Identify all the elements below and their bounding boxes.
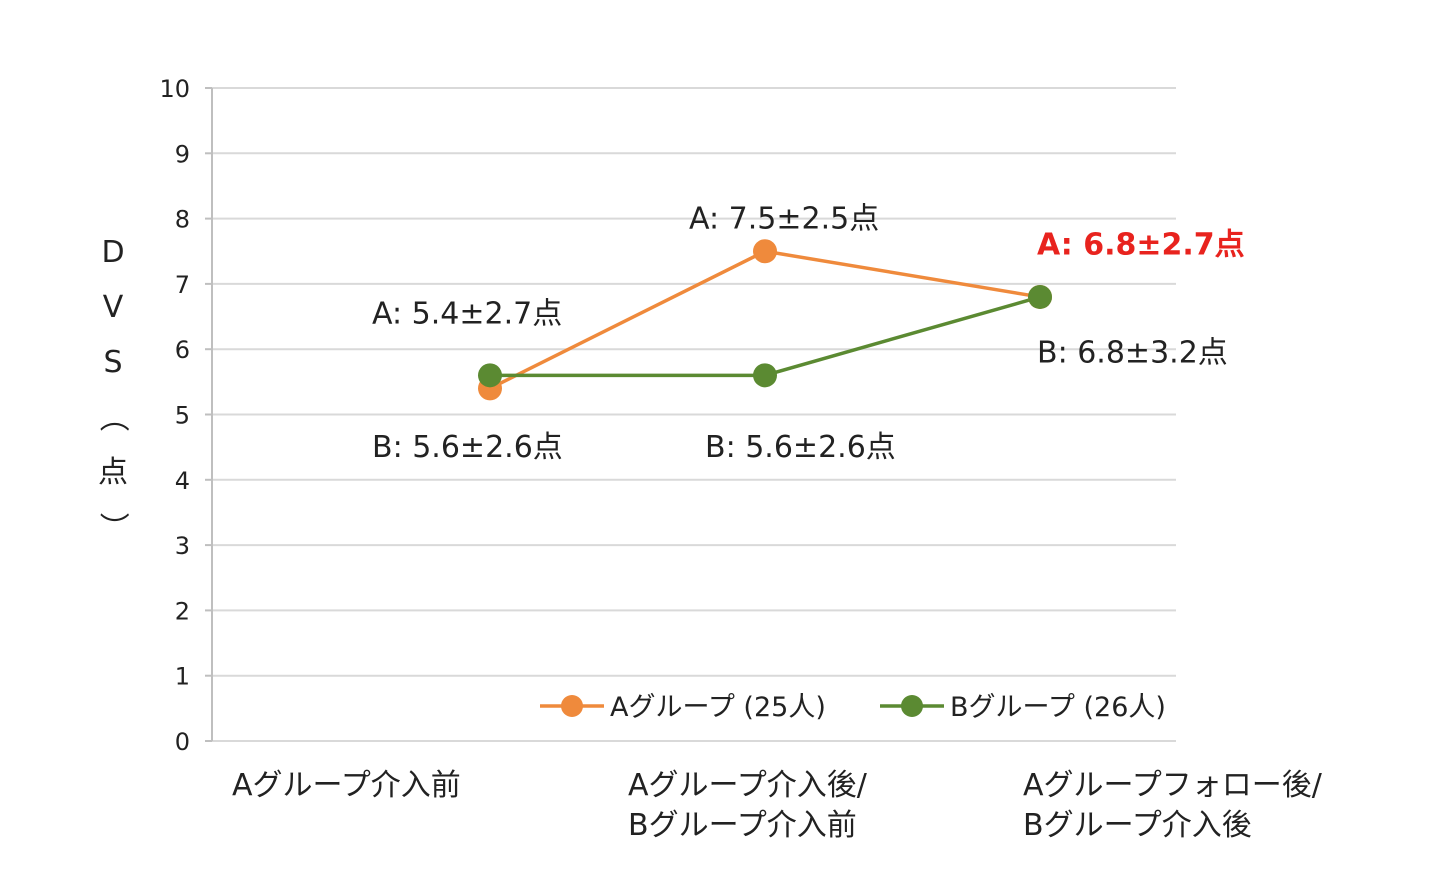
data-annotation: A: 5.4±2.7点 — [372, 296, 562, 331]
y-axis-title: DVS （ 点 ） — [95, 235, 130, 542]
y-axis-title-char: V — [103, 290, 124, 325]
x-category-label-line: Aグループフォロー後/ — [1023, 768, 1323, 803]
gridlines — [212, 87, 1176, 742]
x-category-label: Aグループ介入後/Bグループ介入前 — [628, 768, 868, 843]
y-axis-title-char: （ — [95, 402, 130, 432]
x-category-label: Aグループ介入前 — [232, 768, 461, 803]
series-1-point — [478, 363, 502, 388]
data-annotation: B: 5.6±2.6点 — [372, 430, 563, 465]
x-axis-categories: Aグループ介入前 Aグループ介入後/Bグループ介入前 Aグループフォロー後/Bグルー… — [232, 768, 1323, 843]
data-annotation: B: 5.6±2.6点 — [705, 430, 896, 465]
legend-marker — [901, 695, 923, 717]
data-annotations: A: 5.4±2.7点 B: 5.6±2.6点 A: 7.5±2.5点 B: 5.6±… — [372, 202, 1245, 466]
y-tick-label: 7 — [175, 271, 190, 299]
series-1-point — [753, 363, 777, 388]
x-category-label-line: Bグループ介入前 — [628, 808, 857, 843]
x-category-label-line: Aグループ介入後/ — [628, 768, 868, 803]
legend: Aグループ (25人) Bグループ (26人) — [540, 692, 1166, 723]
y-axis-title-char: D — [101, 235, 124, 270]
y-tick-label: 10 — [159, 75, 190, 103]
y-tick-label: 0 — [175, 728, 190, 756]
data-annotation: B: 6.8±3.2点 — [1037, 335, 1228, 370]
y-tick-label: 8 — [175, 206, 190, 234]
y-tick-label: 6 — [175, 336, 190, 364]
series-1-point — [1028, 284, 1052, 309]
y-tick-label: 1 — [175, 663, 190, 691]
y-tick-label: 9 — [175, 140, 190, 168]
y-axis-title-char: S — [103, 345, 122, 380]
x-category-label-line: Aグループ介入前 — [232, 768, 461, 803]
y-axis: 0 1 2 3 4 5 6 7 8 9 10 — [159, 75, 213, 756]
data-annotation: A: 7.5±2.5点 — [689, 202, 879, 237]
y-tick-label: 4 — [175, 467, 190, 495]
series-0-point — [753, 239, 777, 264]
x-category-label: Aグループフォロー後/Bグループ介入後 — [1023, 768, 1323, 843]
legend-label: Aグループ (25人) — [610, 692, 826, 723]
y-tick-label: 3 — [175, 532, 190, 560]
y-axis-title-char: ） — [95, 512, 130, 542]
y-tick-label: 5 — [175, 402, 190, 430]
y-tick-label: 2 — [175, 597, 190, 625]
series-points — [478, 239, 1052, 401]
y-axis-title-char: 点 — [98, 455, 128, 490]
legend-label: Bグループ (26人) — [950, 692, 1166, 723]
legend-marker — [561, 695, 583, 717]
data-annotation: A: 6.8±2.7点 — [1037, 228, 1245, 263]
x-category-label-line: Bグループ介入後 — [1023, 808, 1252, 843]
